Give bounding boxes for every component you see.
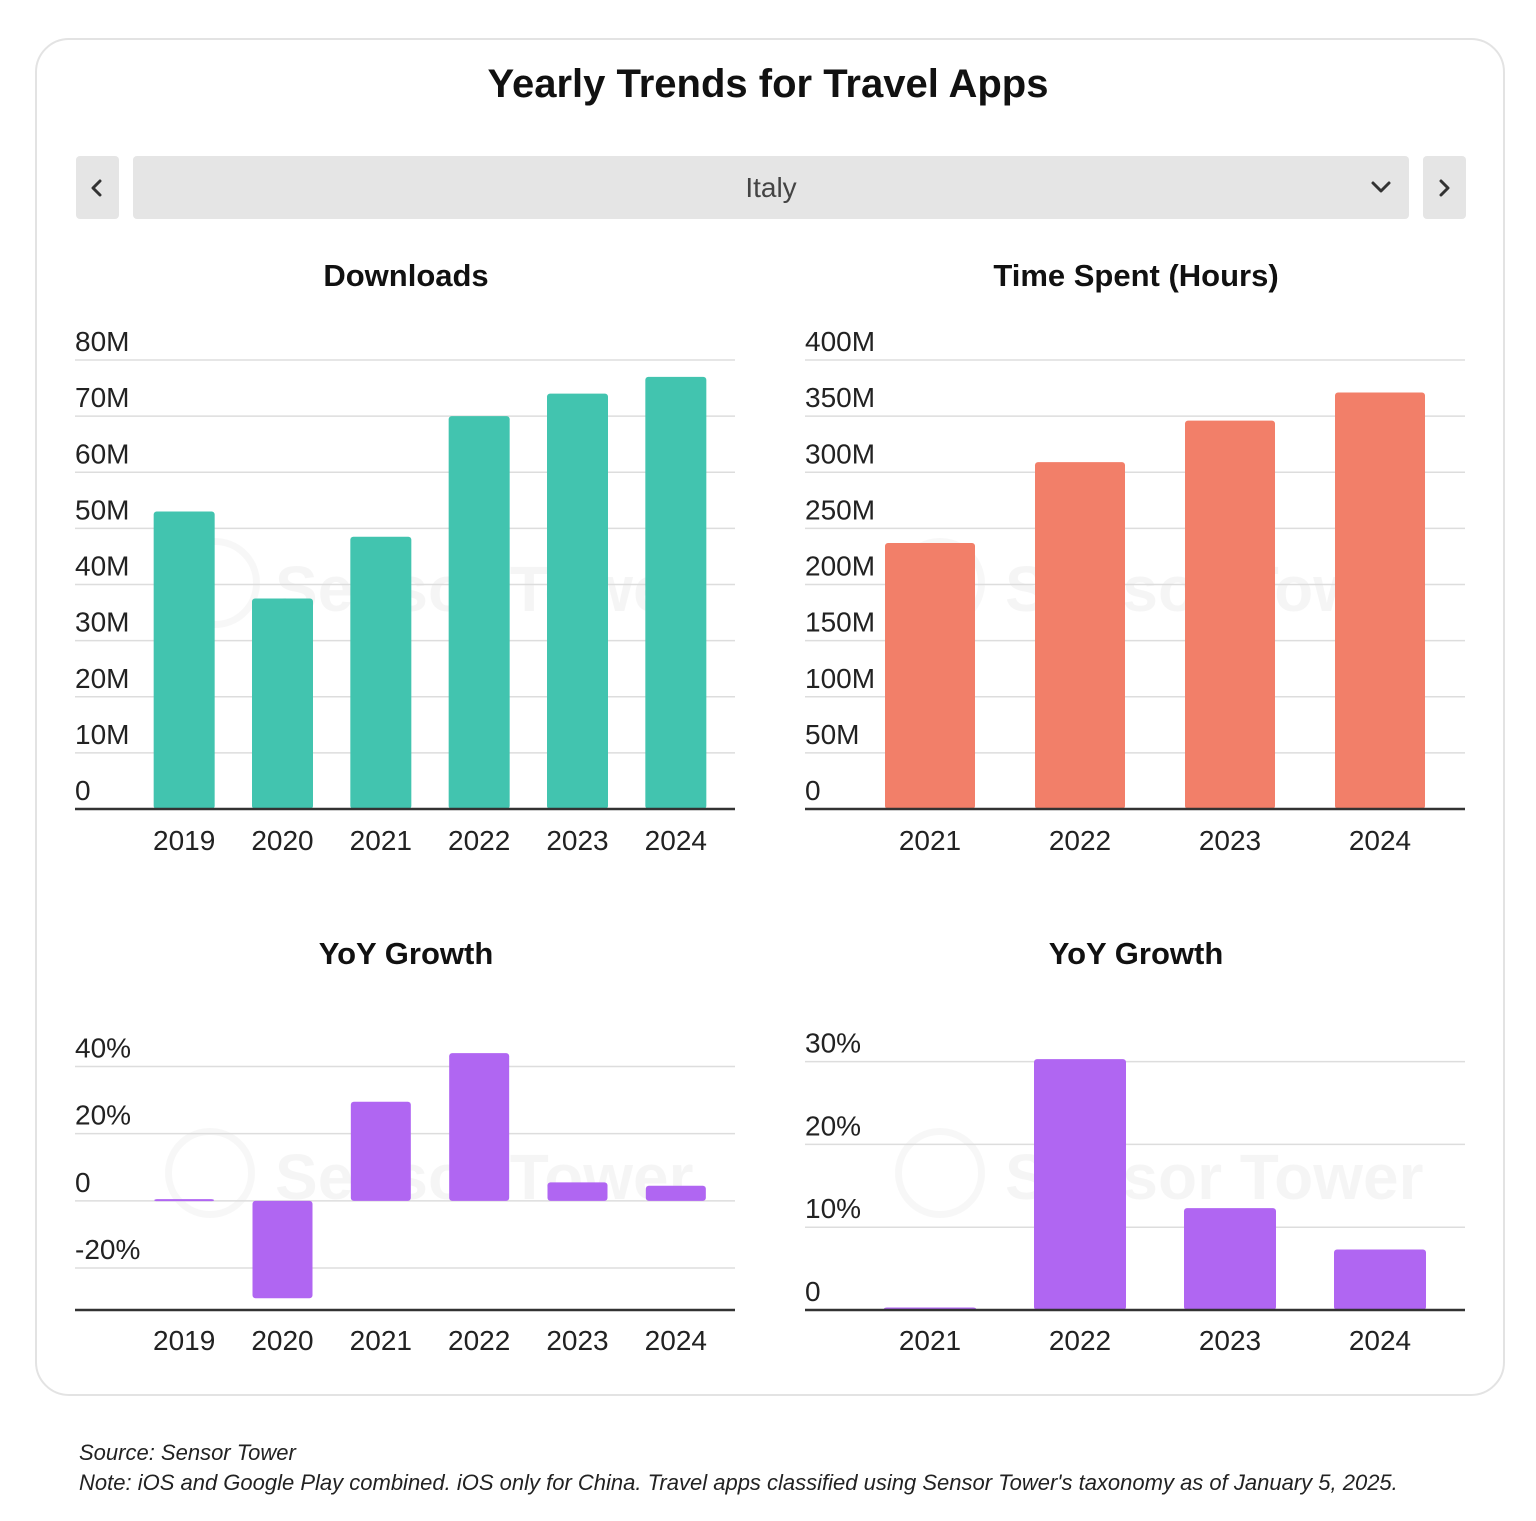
x-tick-label: 2021 xyxy=(350,1325,412,1356)
y-tick-label: 0 xyxy=(805,775,821,806)
x-tick-label: 2024 xyxy=(1349,1325,1411,1356)
y-tick-label: -20% xyxy=(75,1234,140,1265)
time-spent-chart-title: Time Spent (Hours) xyxy=(993,258,1279,293)
time-spent-chart: 0 50M 100M 150M 200M 250M 300M 350M 400M 2021 2022… xyxy=(805,326,1465,856)
y-tick-label: 400M xyxy=(805,326,875,357)
bar xyxy=(547,1182,608,1201)
x-tick-label: 2023 xyxy=(1199,825,1261,856)
y-tick-label: 0 xyxy=(805,1276,821,1307)
bar xyxy=(645,376,707,809)
y-tick-label: 250M xyxy=(805,494,875,525)
y-tick-label: 10% xyxy=(805,1193,861,1224)
y-tick-label: 300M xyxy=(805,438,875,469)
bar xyxy=(1334,1249,1426,1310)
time-yoy-chart: 0 10% 20% 30% 2021 2022 2023 2024 xyxy=(805,1028,1465,1356)
bar xyxy=(1184,1208,1276,1310)
bar xyxy=(252,598,313,809)
country-select-value: Italy xyxy=(745,172,797,203)
chevron-left-icon xyxy=(91,179,102,197)
bar xyxy=(645,1185,706,1201)
bar xyxy=(1034,1059,1126,1310)
x-tick-label: 2019 xyxy=(153,825,215,856)
y-tick-label: 50M xyxy=(805,719,859,750)
downloads-chart: 0 10M 20M 30M 40M 50M 60M 70M 80M 2019 2020 2021 202… xyxy=(75,326,735,856)
x-tick-label: 2024 xyxy=(645,1325,707,1356)
y-tick-label: 10M xyxy=(75,719,129,750)
country-select[interactable]: Italy xyxy=(133,156,1409,219)
bar xyxy=(1035,462,1125,809)
bar xyxy=(1185,420,1275,809)
bar xyxy=(153,511,215,809)
x-tick-label: 2023 xyxy=(546,1325,608,1356)
bar xyxy=(448,416,510,809)
y-tick-label: 0 xyxy=(75,1167,91,1198)
x-tick-label: 2020 xyxy=(251,825,313,856)
y-tick-label: 70M xyxy=(75,382,129,413)
footer-note: Note: iOS and Google Play combined. iOS … xyxy=(79,1470,1398,1495)
bar xyxy=(885,542,975,809)
x-tick-label: 2024 xyxy=(645,825,707,856)
y-tick-label: 100M xyxy=(805,663,875,694)
y-tick-label: 60M xyxy=(75,438,129,469)
y-tick-label: 20% xyxy=(805,1110,861,1141)
footer-source: Source: Sensor Tower xyxy=(79,1440,296,1465)
bar xyxy=(154,1199,215,1202)
bar xyxy=(350,1101,411,1201)
bar xyxy=(547,393,608,809)
bar xyxy=(1335,392,1425,809)
page-title: Yearly Trends for Travel Apps xyxy=(487,62,1049,106)
y-tick-label: 150M xyxy=(805,607,875,638)
y-tick-label: 350M xyxy=(805,382,875,413)
downloads-yoy-chart-title: YoY Growth xyxy=(318,936,494,971)
y-tick-label: 0 xyxy=(75,775,91,806)
y-tick-label: 30% xyxy=(805,1028,861,1059)
bar xyxy=(252,1200,313,1299)
time-yoy-chart-title: YoY Growth xyxy=(1048,936,1224,971)
x-tick-label: 2021 xyxy=(899,825,961,856)
y-tick-label: 40% xyxy=(75,1033,131,1064)
prev-country-button[interactable] xyxy=(76,156,119,219)
y-tick-label: 50M xyxy=(75,494,129,525)
y-tick-label: 80M xyxy=(75,326,129,357)
x-tick-label: 2024 xyxy=(1349,825,1411,856)
x-tick-label: 2023 xyxy=(1199,1325,1261,1356)
y-tick-label: 40M xyxy=(75,551,129,582)
chevron-right-icon xyxy=(1439,179,1450,197)
downloads-chart-title: Downloads xyxy=(323,258,489,293)
chevron-down-icon xyxy=(1371,181,1391,193)
y-tick-label: 30M xyxy=(75,607,129,638)
x-tick-label: 2019 xyxy=(153,1325,215,1356)
x-tick-label: 2022 xyxy=(1049,1325,1111,1356)
x-tick-label: 2022 xyxy=(448,825,510,856)
x-tick-label: 2021 xyxy=(350,825,412,856)
bar xyxy=(449,1053,510,1201)
y-tick-label: 20% xyxy=(75,1100,131,1131)
y-tick-label: 200M xyxy=(805,551,875,582)
x-tick-label: 2023 xyxy=(546,825,608,856)
x-tick-label: 2022 xyxy=(448,1325,510,1356)
x-tick-label: 2022 xyxy=(1049,825,1111,856)
downloads-yoy-chart: -20% 0 20% 40% 2019 2020 2021 2022 2023 2024 xyxy=(75,1033,735,1356)
x-tick-label: 2021 xyxy=(899,1325,961,1356)
x-tick-label: 2020 xyxy=(251,1325,313,1356)
bar xyxy=(350,536,412,809)
y-tick-label: 20M xyxy=(75,663,129,694)
next-country-button[interactable] xyxy=(1423,156,1466,219)
